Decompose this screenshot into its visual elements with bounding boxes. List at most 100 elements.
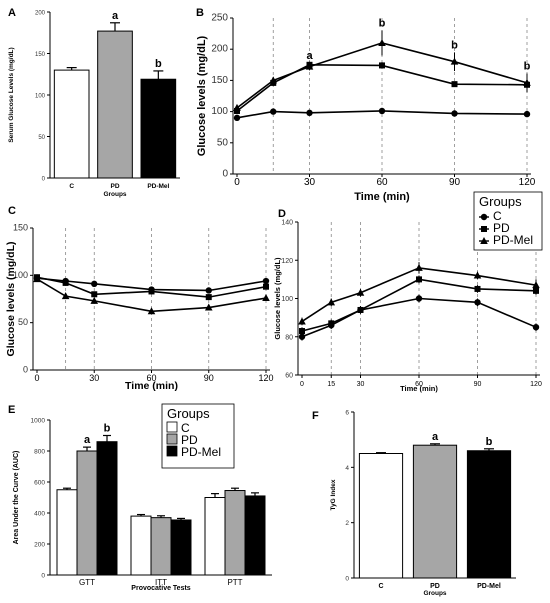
data-point xyxy=(451,81,458,88)
significance-label: b xyxy=(486,436,493,448)
legend-label: PD-Mel xyxy=(493,233,533,247)
data-point xyxy=(327,298,336,306)
y-tick-label: 0 xyxy=(42,177,46,183)
legend-marker xyxy=(480,213,488,221)
x-category-label: PD xyxy=(430,583,440,590)
legend-label: PD xyxy=(181,433,198,447)
y-tick-label: 100 xyxy=(13,270,28,280)
y-tick-label: 140 xyxy=(281,220,293,227)
y-tick-label: 2 xyxy=(345,520,349,527)
x-category-label: PTT xyxy=(227,578,242,587)
data-point xyxy=(415,263,423,271)
data-point xyxy=(33,275,41,283)
y-tick-label: 80 xyxy=(285,334,293,341)
x-tick-label: 30 xyxy=(357,381,365,388)
x-tick-label: 120 xyxy=(519,177,536,188)
y-tick-label: 0 xyxy=(41,573,45,580)
data-point xyxy=(306,109,313,117)
bar-pd xyxy=(412,444,458,579)
x-tick-label: 60 xyxy=(376,177,388,188)
bar-c xyxy=(53,69,90,179)
y-axis-label: Area Under the Curve (AUC) xyxy=(13,451,20,545)
y-tick-label: 600 xyxy=(34,480,45,487)
x-category-label: PD-Mel xyxy=(477,583,501,590)
y-tick-label: 50 xyxy=(18,317,28,327)
legend-swatch xyxy=(166,445,178,457)
x-axis-label: Time (min) xyxy=(354,191,410,203)
data-point xyxy=(148,288,155,295)
x-tick-label: 60 xyxy=(146,373,156,383)
data-point xyxy=(378,107,386,115)
panel-letter: A xyxy=(8,7,16,19)
data-point xyxy=(91,291,98,298)
data-point xyxy=(61,292,70,300)
y-tick-label: 0 xyxy=(23,365,28,375)
x-tick-label: 120 xyxy=(258,373,273,383)
category-ptt: PTT xyxy=(204,487,266,587)
legend-label: PD-Mel xyxy=(181,445,221,459)
data-point xyxy=(356,288,365,296)
data-point xyxy=(147,307,156,315)
x-tick-label: 0 xyxy=(34,373,39,383)
significance-label: a xyxy=(306,50,313,62)
significance-label: a xyxy=(432,431,439,443)
legend-label: C xyxy=(493,209,502,223)
series-line xyxy=(36,278,267,313)
y-tick-label: 50 xyxy=(38,135,45,141)
legend-marker xyxy=(480,237,488,244)
x-tick-label: 90 xyxy=(204,373,214,383)
bar-c xyxy=(204,497,226,576)
x-tick-label: 0 xyxy=(300,381,304,388)
panel-letter: F xyxy=(312,410,319,422)
x-tick-label: 15 xyxy=(327,381,335,388)
data-point xyxy=(523,110,531,118)
x-category-label: ITT xyxy=(155,578,167,587)
series-line xyxy=(36,277,267,292)
panel-letter: C xyxy=(8,205,16,217)
x-tick-label: 90 xyxy=(474,381,482,388)
panel-letter: E xyxy=(8,404,15,416)
significance-label: b xyxy=(524,61,531,73)
data-point xyxy=(233,114,241,122)
data-point xyxy=(263,283,269,290)
y-tick-label: 200 xyxy=(35,11,46,17)
y-tick-label: 200 xyxy=(211,44,228,55)
significance-label: b xyxy=(379,17,386,29)
data-point xyxy=(415,295,423,302)
significance-label: b xyxy=(451,39,458,51)
x-category-label: PD xyxy=(110,183,119,190)
data-point xyxy=(474,285,481,292)
y-tick-label: 100 xyxy=(35,94,46,100)
y-tick-label: 4 xyxy=(345,465,349,472)
x-axis-label: Groups xyxy=(103,191,126,198)
data-point xyxy=(205,287,212,294)
y-tick-label: 100 xyxy=(211,106,228,117)
y-tick-label: 0 xyxy=(345,576,349,583)
category-itt: ITT xyxy=(130,513,192,587)
y-tick-label: 120 xyxy=(281,258,293,265)
y-axis-label: Glucose levels (mg/dL) xyxy=(196,35,208,156)
panel-b: B 0 50 100 150 200 250 0 30 60 90 120 Glucose levels… xyxy=(196,7,536,203)
data-point xyxy=(378,38,386,46)
data-point xyxy=(269,76,278,84)
bar-pd-mel xyxy=(140,78,177,179)
data-point xyxy=(91,280,98,288)
series-line xyxy=(36,276,267,298)
data-point xyxy=(205,294,212,301)
bar-c xyxy=(358,453,404,579)
series-line xyxy=(236,110,528,119)
data-point xyxy=(233,103,241,111)
panel-letter: B xyxy=(196,7,204,19)
bar-pd-mel xyxy=(170,519,192,576)
x-tick-label: 30 xyxy=(304,177,316,188)
y-tick-label: 150 xyxy=(211,75,228,86)
data-point xyxy=(262,294,270,302)
bar-c xyxy=(56,489,78,576)
x-axis-label: Provocative Tests xyxy=(131,585,191,592)
legend-swatch xyxy=(166,421,178,433)
category-gtt: a b GTT xyxy=(56,423,118,587)
data-point xyxy=(62,279,69,286)
y-tick-label: 1000 xyxy=(31,418,46,425)
